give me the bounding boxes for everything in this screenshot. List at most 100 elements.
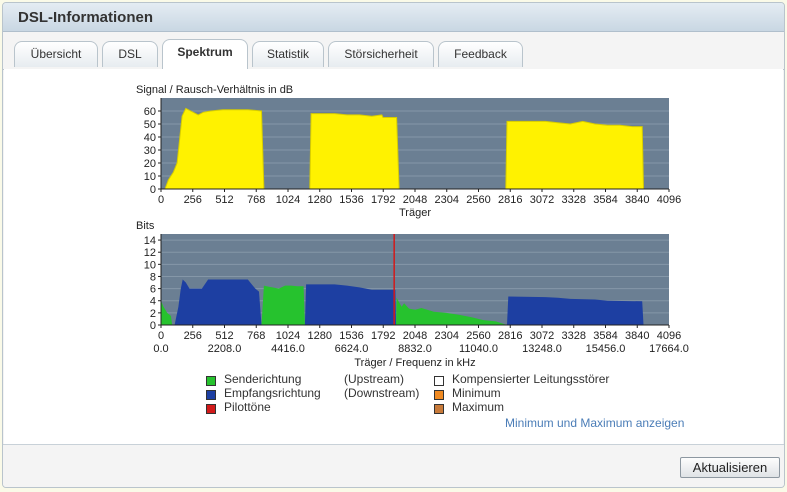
x-tick-label: 0 (158, 330, 164, 342)
x-tick-label: 1792 (371, 194, 395, 206)
y-tick-label: 10 (144, 259, 156, 271)
page-title: DSL-Informationen (18, 9, 153, 26)
x-tick-label-frequency: 4416.0 (271, 343, 305, 355)
legend-upstream-note: (Upstream) (344, 372, 405, 386)
x-tick-label: 1024 (276, 194, 300, 206)
x-axis-label: Träger (399, 207, 431, 219)
legend-downstream-note: (Downstream) (344, 386, 420, 400)
y-tick-label: 14 (144, 235, 156, 247)
swatch-maximum (434, 404, 444, 414)
x-tick-label-frequency: 0.0 (153, 343, 168, 355)
x-tick-label: 1536 (339, 194, 363, 206)
y-tick-label: 0 (150, 184, 156, 196)
x-tick-label: 256 (184, 194, 202, 206)
x-tick-label: 1024 (276, 330, 300, 342)
y-tick-label: 4 (150, 296, 156, 308)
swatch-downstream (206, 390, 216, 400)
chart-title: Signal / Rausch-Verhältnis in dB (136, 84, 293, 96)
x-tick-label: 2304 (435, 194, 459, 206)
x-tick-label: 2560 (466, 330, 490, 342)
x-tick-label: 2560 (466, 194, 490, 206)
chart-title: Bits (136, 220, 155, 232)
x-tick-label-frequency: 8832.0 (398, 343, 432, 355)
x-tick-label: 3072 (530, 330, 554, 342)
x-tick-label: 2048 (403, 194, 427, 206)
bits-area-1 (174, 279, 262, 325)
x-tick-label: 512 (215, 330, 233, 342)
x-tick-label: 3840 (625, 330, 649, 342)
x-tick-label-frequency: 13248.0 (522, 343, 562, 355)
x-tick-label: 1536 (339, 330, 363, 342)
bits-area-2 (261, 285, 305, 325)
bits-area-4 (396, 297, 507, 325)
y-tick-label: 8 (150, 271, 156, 283)
x-tick-label: 3328 (562, 194, 586, 206)
y-tick-label: 40 (144, 132, 156, 144)
spectrum-content: 0 10 20 30 40 50 60 0 256 512 768 1024 1280 1536 1792 2… (4, 69, 783, 444)
x-tick-label-frequency: 11040.0 (459, 343, 498, 355)
x-tick-label: 2816 (498, 194, 522, 206)
x-tick-label: 4096 (657, 330, 681, 342)
tab-uebersicht[interactable]: Übersicht (14, 41, 98, 67)
legend-downstream-label: Empfangsrichtung (224, 386, 321, 400)
x-tick-label: 768 (247, 194, 265, 206)
x-tick-label: 3328 (562, 330, 586, 342)
snr-area-1 (309, 113, 400, 190)
footer-bar: Aktualisieren (3, 444, 784, 487)
x-tick-label-frequency: 6624.0 (335, 343, 369, 355)
tab-stoersicherheit[interactable]: Störsicherheit (328, 41, 434, 67)
snr-area-0 (164, 107, 265, 190)
x-tick-label: 1280 (308, 194, 332, 206)
swatch-pilot (206, 404, 216, 414)
y-tick-label: 2 (150, 308, 156, 320)
y-tick-label: 30 (144, 145, 156, 157)
swatch-upstream (206, 376, 216, 386)
y-tick-label: 0 (150, 320, 156, 332)
x-tick-label: 3584 (593, 194, 617, 206)
y-tick-label: 12 (144, 247, 156, 259)
legend-compensated-label: Kompensierter Leitungsstörer (452, 372, 610, 386)
title-bar: DSL-Informationen (3, 3, 784, 32)
bits-area-0 (161, 300, 173, 325)
show-min-max-link[interactable]: Minimum und Maximum anzeigen (505, 416, 685, 430)
x-tick-label: 1792 (371, 330, 395, 342)
tab-dsl[interactable]: DSL (102, 41, 158, 67)
x-tick-label: 1280 (308, 330, 332, 342)
bits-area-3 (304, 284, 396, 325)
legend-maximum-label: Maximum (452, 400, 505, 414)
tab-spektrum[interactable]: Spektrum (162, 39, 248, 70)
x-axis-label: Träger / Frequenz in kHz (354, 357, 475, 369)
x-tick-label: 512 (215, 194, 233, 206)
swatch-minimum (434, 390, 444, 400)
y-tick-label: 60 (144, 106, 156, 118)
snr-area-2 (505, 120, 645, 190)
bits-area-5 (507, 296, 644, 325)
x-tick-label: 256 (184, 330, 202, 342)
x-tick-label: 768 (247, 330, 265, 342)
x-tick-label: 4096 (657, 194, 681, 206)
x-tick-label-frequency: 2208.0 (208, 343, 242, 355)
x-tick-label: 0 (158, 194, 164, 206)
x-tick-label: 2304 (435, 330, 459, 342)
x-tick-label: 3584 (593, 330, 617, 342)
x-tick-label-frequency: 15456.0 (586, 343, 626, 355)
tab-statistik[interactable]: Statistik (252, 41, 324, 67)
legend-minimum-label: Minimum (452, 386, 501, 400)
tab-feedback[interactable]: Feedback (438, 41, 523, 67)
y-tick-label: 6 (150, 284, 156, 296)
x-tick-label-frequency: 17664.0 (649, 343, 689, 355)
refresh-button[interactable]: Aktualisieren (680, 457, 780, 478)
tab-bar: Übersicht DSL Spektrum Statistik Störsic… (3, 39, 784, 70)
legend-upstream-label: Senderichtung (224, 372, 302, 386)
x-tick-label: 2816 (498, 330, 522, 342)
y-tick-label: 20 (144, 158, 156, 170)
legend-pilot-label: Pilottöne (224, 400, 271, 414)
x-tick-label: 3072 (530, 194, 554, 206)
swatch-compensated (434, 376, 444, 386)
x-tick-label: 2048 (403, 330, 427, 342)
y-tick-label: 10 (144, 171, 156, 183)
x-tick-label: 3840 (625, 194, 649, 206)
y-tick-label: 50 (144, 119, 156, 131)
